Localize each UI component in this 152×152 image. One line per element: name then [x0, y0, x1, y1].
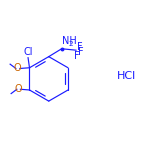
- Text: F: F: [74, 51, 79, 61]
- Text: F: F: [78, 47, 84, 57]
- Text: 2: 2: [69, 41, 73, 47]
- Text: O: O: [14, 84, 22, 94]
- Text: F: F: [77, 42, 83, 52]
- Text: O: O: [14, 64, 21, 73]
- Text: Cl: Cl: [23, 47, 33, 57]
- Text: HCl: HCl: [117, 71, 136, 81]
- Text: NH: NH: [62, 36, 77, 46]
